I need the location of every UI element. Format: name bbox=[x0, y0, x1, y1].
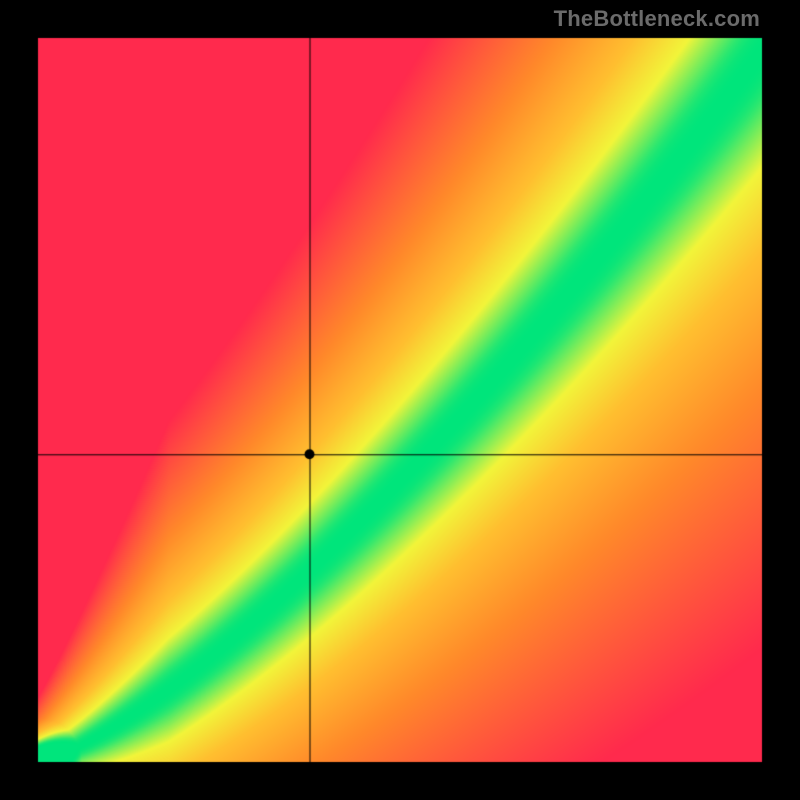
chart-container: TheBottleneck.com bbox=[0, 0, 800, 800]
watermark-text: TheBottleneck.com bbox=[554, 6, 760, 32]
bottleneck-heatmap bbox=[0, 0, 800, 800]
